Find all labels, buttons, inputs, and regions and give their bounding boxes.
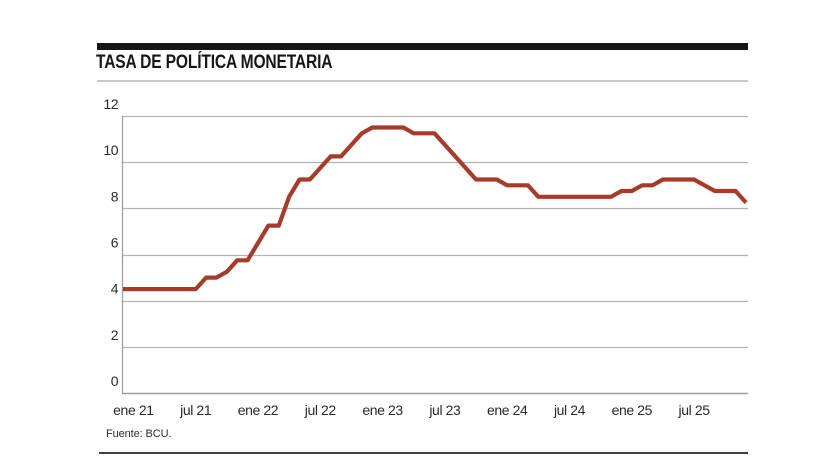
y-axis-label: 8 bbox=[111, 188, 119, 204]
policy-rate-line bbox=[123, 125, 748, 292]
bottom-rule bbox=[99, 452, 748, 454]
y-axis-label: 6 bbox=[111, 235, 119, 251]
title-bar-rule bbox=[97, 43, 748, 50]
x-axis-label: jul 24 bbox=[553, 402, 586, 418]
y-axis-label: 0 bbox=[111, 373, 119, 389]
y-axis-label: 10 bbox=[103, 142, 118, 158]
x-axis-label: jul 23 bbox=[428, 402, 461, 418]
x-axis-label: ene 24 bbox=[487, 402, 528, 418]
y-axis-label: 12 bbox=[103, 96, 118, 112]
y-axis-label: 4 bbox=[111, 281, 119, 297]
x-axis-label: jul 21 bbox=[179, 402, 212, 418]
x-axis-label: ene 25 bbox=[612, 402, 653, 418]
source-note: Fuente: BCU. bbox=[106, 428, 172, 440]
y-axis-label: 2 bbox=[111, 327, 119, 343]
x-axis-label: ene 23 bbox=[362, 402, 403, 418]
title-underline-rule bbox=[97, 80, 748, 82]
x-axis-label: jul 25 bbox=[678, 402, 711, 418]
chart-title: TASA DE POLÍTICA MONETARIA bbox=[96, 52, 333, 73]
x-axis-label: ene 21 bbox=[113, 402, 154, 418]
x-axis-label: jul 22 bbox=[304, 402, 337, 418]
x-axis-label: ene 22 bbox=[238, 402, 279, 418]
